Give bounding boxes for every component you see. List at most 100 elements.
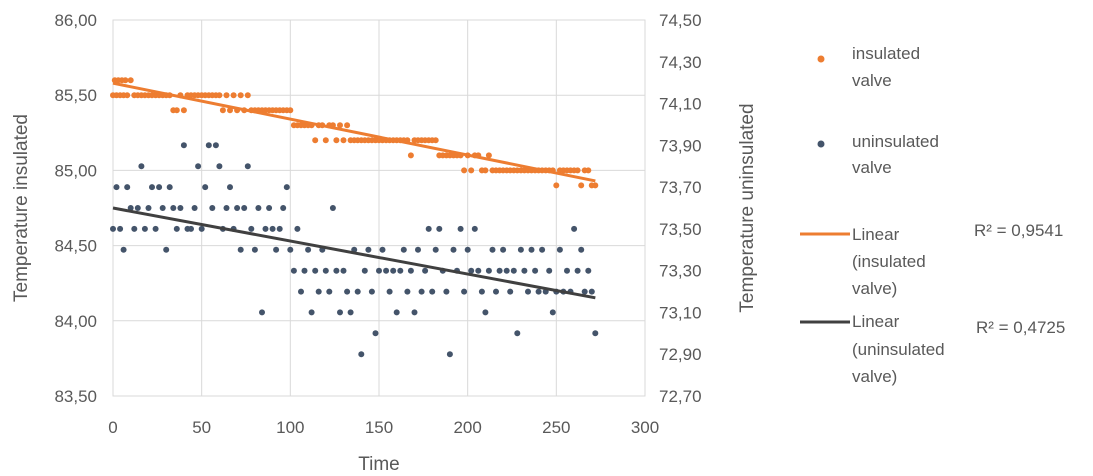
x-axis-title: Time — [358, 454, 400, 475]
x-tick-label: 150 — [365, 418, 393, 437]
point-uninsulated — [280, 205, 287, 211]
point-insulated — [230, 92, 237, 99]
legend-label-uninsulated-1: uninsulated — [852, 132, 939, 151]
point-uninsulated — [539, 246, 546, 253]
point-insulated — [574, 167, 581, 174]
point-uninsulated — [507, 288, 514, 295]
point-uninsulated — [464, 246, 471, 253]
point-uninsulated — [372, 330, 379, 337]
x-tick-label: 100 — [276, 418, 304, 437]
point-uninsulated — [425, 225, 432, 232]
left-y-axis-title: Temperature insulated — [11, 114, 32, 302]
point-uninsulated — [202, 184, 209, 191]
legend-label-insulated-2: valve — [852, 71, 892, 90]
right-y-tick-label: 73,50 — [659, 220, 702, 239]
point-uninsulated — [585, 267, 592, 274]
point-insulated — [244, 92, 251, 99]
point-insulated — [578, 182, 585, 189]
point-uninsulated — [262, 225, 269, 232]
x-axis-ticks: 0 50 100 150 200 250 300 — [108, 418, 659, 437]
point-uninsulated — [407, 267, 414, 274]
point-uninsulated — [191, 205, 198, 211]
point-insulated — [180, 107, 187, 114]
point-uninsulated — [365, 246, 372, 253]
left-y-tick-label: 86,00 — [54, 11, 97, 30]
legend-label-trend-insulated-1: Linear — [852, 225, 900, 244]
r2-insulated: R² = 0,9541 — [974, 221, 1063, 240]
point-insulated — [237, 92, 244, 99]
point-uninsulated — [117, 225, 124, 232]
point-uninsulated — [248, 225, 255, 232]
x-tick-label: 50 — [192, 418, 211, 437]
point-uninsulated — [138, 163, 145, 170]
point-uninsulated — [255, 205, 262, 211]
point-uninsulated — [251, 246, 258, 253]
legend-label-trend-uninsulated-3: valve) — [852, 367, 897, 386]
point-uninsulated — [156, 184, 163, 191]
point-uninsulated — [131, 225, 138, 232]
point-uninsulated — [535, 288, 542, 295]
point-uninsulated — [315, 288, 322, 295]
point-uninsulated — [287, 246, 294, 253]
point-uninsulated — [237, 246, 244, 253]
point-uninsulated — [532, 267, 539, 274]
point-uninsulated — [528, 246, 535, 253]
point-insulated — [485, 152, 492, 159]
point-uninsulated — [209, 205, 216, 211]
point-uninsulated — [475, 267, 482, 274]
point-uninsulated — [113, 184, 120, 191]
point-uninsulated — [273, 246, 280, 253]
trendline-insulated — [112, 81, 596, 183]
point-insulated — [337, 122, 343, 129]
point-insulated — [432, 137, 439, 144]
point-insulated — [585, 167, 592, 174]
left-y-tick-label: 85,00 — [54, 161, 97, 180]
point-uninsulated — [212, 142, 219, 149]
point-insulated — [223, 92, 230, 99]
point-uninsulated — [326, 288, 333, 295]
point-uninsulated — [308, 309, 315, 316]
point-uninsulated — [443, 288, 450, 295]
point-uninsulated — [393, 309, 400, 316]
x-tick-label: 0 — [108, 418, 117, 437]
trendlines — [112, 81, 596, 300]
point-uninsulated — [347, 309, 354, 316]
point-uninsulated — [120, 246, 127, 253]
point-uninsulated — [471, 225, 478, 232]
left-y-tick-label: 85,50 — [54, 86, 97, 105]
point-uninsulated — [166, 184, 173, 191]
point-uninsulated — [234, 205, 241, 211]
point-uninsulated — [429, 288, 436, 295]
point-uninsulated — [290, 267, 297, 274]
point-uninsulated — [149, 184, 155, 191]
point-uninsulated — [305, 246, 312, 253]
point-uninsulated — [400, 246, 407, 253]
point-uninsulated — [478, 288, 485, 295]
point-uninsulated — [457, 225, 464, 232]
point-uninsulated — [521, 267, 528, 274]
right-y-tick-label: 73,70 — [659, 178, 702, 197]
point-insulated — [333, 137, 340, 144]
right-y-tick-label: 72,70 — [659, 387, 702, 406]
point-uninsulated — [436, 225, 443, 232]
x-tick-label: 200 — [453, 418, 481, 437]
point-uninsulated — [549, 309, 556, 316]
point-insulated — [322, 137, 329, 144]
point-uninsulated — [110, 225, 116, 232]
left-y-tick-label: 84,00 — [54, 312, 97, 331]
trendline-uninsulated — [112, 206, 596, 300]
right-y-tick-label: 73,90 — [659, 136, 702, 155]
legend-label-trend-insulated-2: (insulated — [852, 252, 926, 271]
legend-marker-insulated — [817, 55, 825, 63]
left-y-tick-label: 84,50 — [54, 237, 97, 256]
point-insulated — [482, 167, 489, 174]
point-uninsulated — [588, 288, 595, 295]
point-uninsulated — [386, 288, 393, 295]
point-uninsulated — [592, 330, 599, 337]
point-uninsulated — [177, 205, 184, 211]
point-uninsulated — [170, 205, 177, 211]
point-insulated — [219, 107, 226, 114]
point-uninsulated — [450, 246, 457, 253]
right-y-axis-title: Temperature uninsulated — [737, 103, 758, 312]
point-uninsulated — [180, 142, 187, 149]
